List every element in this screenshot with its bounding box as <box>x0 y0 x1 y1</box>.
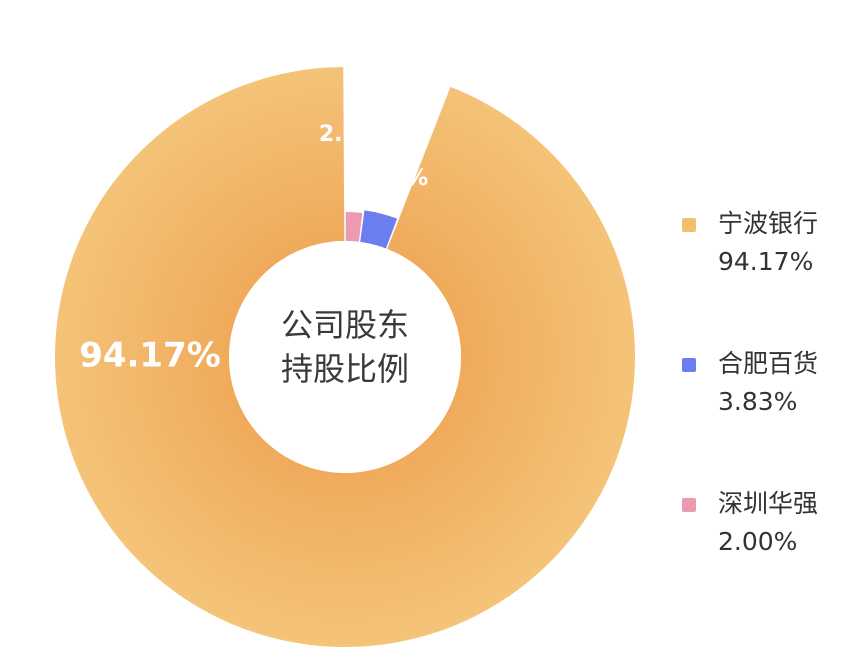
legend-item-shenzhen-huaqiang[interactable]: 深圳华强 2.00% <box>682 488 857 574</box>
pie-slice-2[interactable] <box>345 212 363 242</box>
legend-swatch <box>682 498 696 512</box>
legend-value: 3.83% <box>718 387 798 416</box>
pie-slice-1[interactable] <box>360 210 398 249</box>
legend-item-ningbo-bank[interactable]: 宁波银行 94.17% <box>682 208 857 294</box>
legend-value: 94.17% <box>718 247 814 276</box>
legend-swatch <box>682 358 696 372</box>
legend-label: 宁波银行 <box>718 209 819 238</box>
slice-label-1: 3.83% <box>352 166 428 191</box>
legend-label: 深圳华强 <box>718 489 819 518</box>
slice-labels-group: 2.00% 3.83% 94.17% <box>79 122 428 376</box>
center-title-line-1: 公司股东 <box>281 306 409 344</box>
legend-value: 2.00% <box>718 527 798 556</box>
legend-item-hefei-department-store[interactable]: 合肥百货 3.83% <box>682 348 857 434</box>
legend-label: 合肥百货 <box>718 349 819 378</box>
legend-swatch <box>682 218 696 232</box>
center-title-line-2: 持股比例 <box>281 350 409 388</box>
pie-slice-0[interactable] <box>54 67 636 647</box>
legend: 宁波银行 94.17% 合肥百货 3.83% 深圳华强 2.00% <box>682 208 857 628</box>
slices-group <box>54 67 636 647</box>
donut-hole <box>229 241 461 473</box>
slice-label-2: 2.00% <box>319 122 395 147</box>
slice-label-0: 94.17% <box>79 336 221 376</box>
